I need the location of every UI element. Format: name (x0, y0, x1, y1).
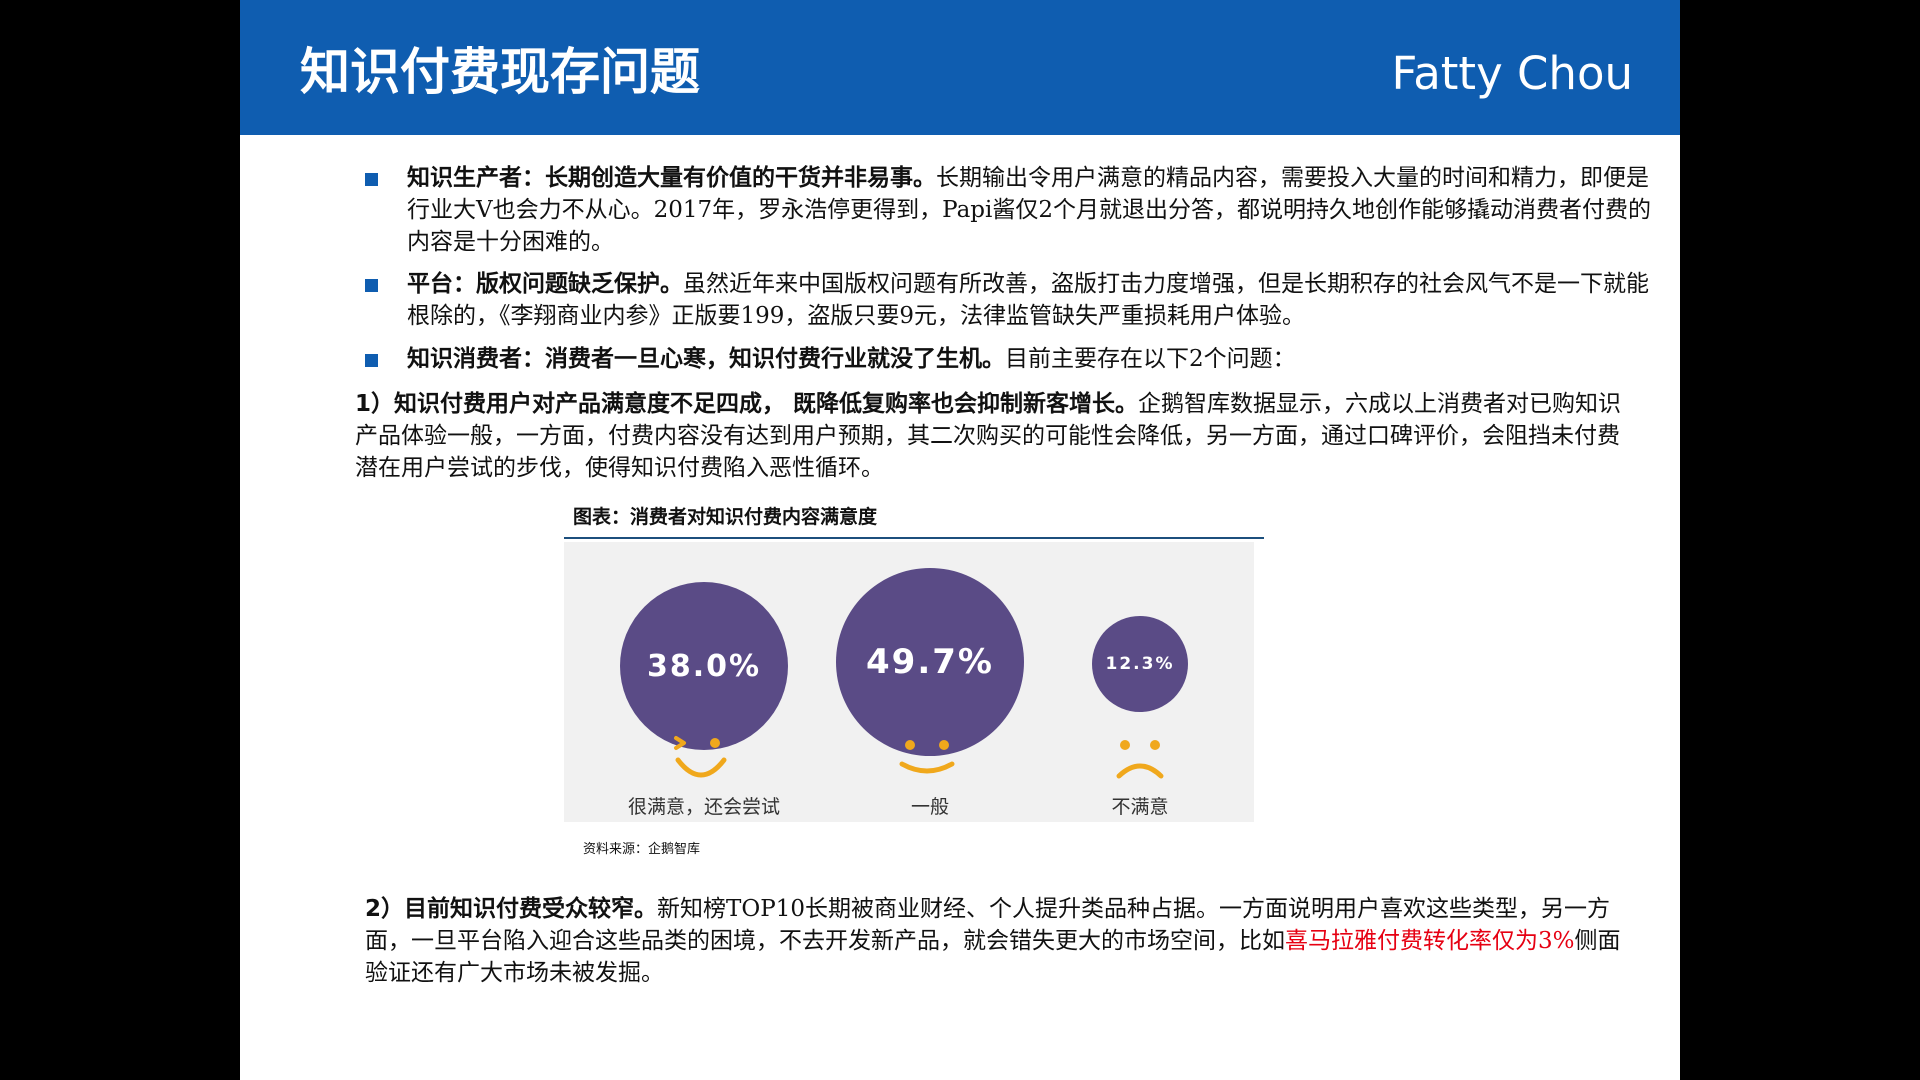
slide: 知识付费现存问题 Fatty Chou 知识生产者：长期创造大量有价值的干货并非… (240, 0, 1680, 1080)
point-2-paragraph: 2）目前知识付费受众较窄。新知榜TOP10长期被商业财经、个人提升类品种占据。一… (365, 893, 1640, 989)
bullet-lead: 知识生产者：长期创造大量有价值的干货并非易事。 (407, 165, 936, 191)
title-bar: 知识付费现存问题 Fatty Chou (240, 0, 1680, 135)
bubble-very-satisfied: 38.0% (620, 582, 788, 750)
brand-name: Fatty Chou (1391, 47, 1633, 100)
chart-caption: 图表：消费者对知识付费内容满意度 (573, 506, 878, 528)
point-1-paragraph: 1）知识付费用户对产品满意度不足四成， 既降低复购率也会抑制新客增长。企鹅智库数… (355, 388, 1625, 484)
bullet-body: 目前主要存在以下2个问题： (1005, 346, 1296, 372)
slide-title: 知识付费现存问题 (300, 43, 700, 101)
category-label-average: 一般 (910, 796, 949, 818)
point-2-body: 新知榜TOP10长期被商业财经、个人提升类品种占据。一方面说明用户喜欢这些类型，… (365, 896, 1610, 954)
bullet-text-producer: 知识生产者：长期创造大量有价值的干货并非易事。长期输出令用户满意的精品内容，需要… (407, 162, 1667, 258)
bullet-body: 虽然近年来中国版权问题有所改善，盗版打击力度增强，但是长期积存的社会风气不是一下… (407, 271, 1649, 329)
frowning-face-icon (1116, 740, 1164, 779)
bullet-text-platform: 平台：版权问题缺乏保护。虽然近年来中国版权问题有所改善，盗版打击力度增强，但是长… (407, 268, 1667, 332)
bullet-body: 长期输出令用户满意的精品内容，需要投入大量的时间和精力，即便是行业大V也会力不从… (407, 165, 1652, 255)
point-2-highlight: 喜马拉雅付费转化率仅为3% (1285, 928, 1575, 954)
point-2-lead: 2）目前知识付费受众较窄。 (365, 896, 658, 922)
bullet-text-consumer: 知识消费者：消费者一旦心寒，知识付费行业就没了生机。目前主要存在以下2个问题： (407, 343, 1667, 375)
bullet-lead: 知识消费者：消费者一旦心寒，知识付费行业就没了生机。 (407, 346, 1005, 372)
bubble-dissatisfied: 12.3% (1092, 616, 1188, 712)
satisfaction-chart: 38.0% 49.7% 12.3% 很满意，还会尝试 一般 不满意 (564, 542, 1254, 822)
bullet-lead: 平台：版权问题缺乏保护。 (407, 271, 683, 297)
square-bullet-icon (365, 279, 378, 292)
square-bullet-icon (365, 354, 378, 367)
caption-divider (564, 537, 1264, 539)
point-1-lead: 1）知识付费用户对产品满意度不足四成， 既降低复购率也会抑制新客增长。 (355, 391, 1139, 417)
chart-source: 资料来源：企鹅智库 (583, 842, 701, 857)
point-1-body: 企鹅智库数据显示，六成以上消费者对已购知识产品体验一般，一方面，付费内容没有达到… (355, 391, 1622, 481)
smiling-face-icon (899, 740, 955, 774)
bubble-average: 49.7% (836, 568, 1024, 756)
laughing-face-icon (674, 736, 727, 778)
point-2-tail: 侧面验证还有广大市场未被发掘。 (365, 928, 1621, 986)
category-label-dissatisfied: 不满意 (1111, 796, 1169, 818)
category-label-very-satisfied: 很满意，还会尝试 (627, 796, 780, 818)
square-bullet-icon (365, 173, 378, 186)
